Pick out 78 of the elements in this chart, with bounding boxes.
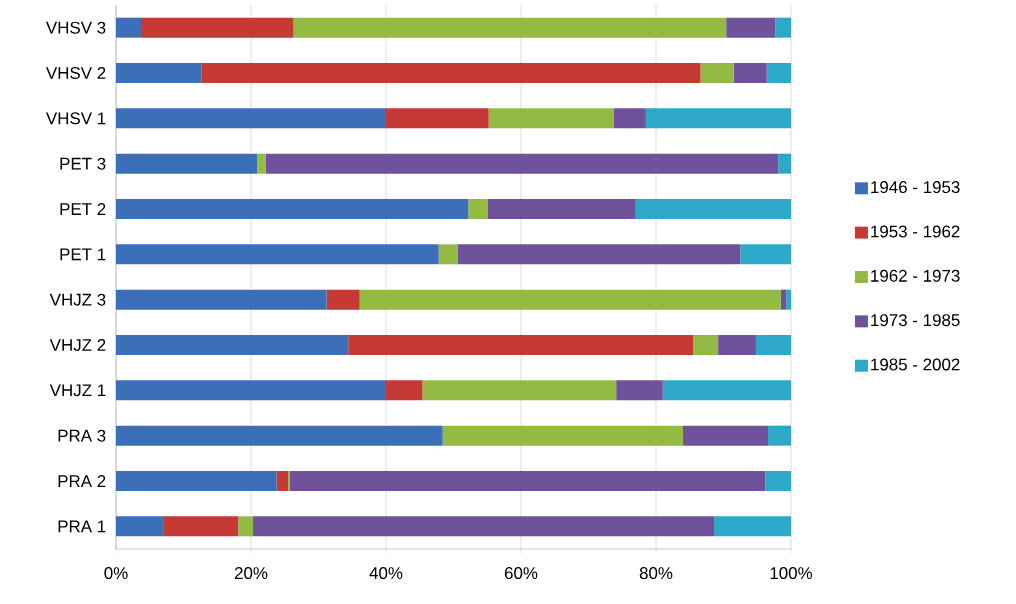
bar: [253, 516, 715, 537]
legend-label: 1973 - 1985: [871, 314, 960, 327]
bar: [201, 62, 701, 83]
bar: [613, 108, 646, 129]
bar: [116, 425, 443, 446]
bar: [348, 334, 694, 355]
y-tick-label: PET 2: [60, 203, 106, 215]
bar: [116, 244, 439, 265]
x-tick-label: 100%: [770, 567, 813, 580]
bar: [438, 244, 458, 265]
x-tick-label: 60%: [504, 567, 538, 580]
bar: [257, 153, 266, 174]
bar: [755, 334, 792, 355]
y-tick-label: PRA 1: [58, 520, 106, 533]
y-tick-label: VHJZ 3: [49, 293, 106, 306]
bar: [740, 244, 792, 265]
bar: [780, 289, 787, 310]
bar: [662, 380, 792, 401]
y-tick-label: PET 1: [60, 248, 106, 261]
bar: [163, 516, 239, 537]
legend-label: 1985 - 2002: [871, 358, 960, 371]
y-tick-label: VHSV 1: [46, 112, 106, 125]
bar: [116, 380, 387, 401]
bar: [442, 425, 684, 446]
y-tick-label: PET 3: [60, 157, 106, 170]
bar: [645, 108, 792, 129]
bar: [386, 380, 423, 401]
bar: [289, 470, 766, 491]
bar: [116, 153, 258, 174]
bar: [116, 334, 349, 355]
bar: [635, 198, 792, 219]
bar: [778, 153, 792, 174]
bar: [488, 108, 614, 129]
bar: [786, 289, 792, 310]
bar: [326, 289, 360, 310]
bar: [116, 108, 387, 129]
bar: [714, 516, 792, 537]
bar: [457, 244, 741, 265]
bar: [693, 334, 719, 355]
bar: [265, 153, 779, 174]
bar: [116, 62, 202, 83]
x-tick-label: 80%: [639, 567, 673, 580]
bar: [733, 62, 767, 83]
y-tick-label: VHJZ 2: [49, 338, 106, 351]
x-tick-label: 40%: [369, 567, 403, 580]
bar: [768, 425, 792, 446]
bar: [140, 17, 294, 38]
bar: [487, 198, 636, 219]
bar: [238, 516, 254, 537]
bar: [422, 380, 617, 401]
bar: [765, 470, 792, 491]
y-tick-label: VHJZ 1: [49, 384, 106, 397]
bar: [766, 62, 792, 83]
bar: [468, 198, 488, 219]
bar: [700, 62, 734, 83]
y-tick-label: PRA 3: [58, 429, 106, 442]
bar: [718, 334, 756, 355]
bar: [276, 470, 289, 491]
bar: [359, 289, 781, 310]
bar: [775, 17, 792, 38]
bar: [116, 516, 164, 537]
bar: [116, 470, 277, 491]
y-tick-label: VHSV 3: [46, 21, 106, 34]
bar: [116, 198, 469, 219]
bar: [386, 108, 489, 129]
legend-label: 1953 - 1962: [871, 225, 960, 238]
y-tick-label: VHSV 2: [46, 66, 106, 79]
bar: [726, 17, 776, 38]
bar: [116, 289, 327, 310]
legend-label: 1946 - 1953: [871, 181, 960, 194]
bar: [683, 425, 769, 446]
x-tick-label: 20%: [234, 567, 268, 580]
y-tick-label: PRA 2: [58, 475, 106, 487]
bar: [616, 380, 663, 401]
bar: [116, 17, 141, 38]
x-tick-label: 0%: [104, 567, 128, 580]
bar: [293, 17, 727, 38]
legend-label: 1962 - 1973: [871, 269, 960, 282]
